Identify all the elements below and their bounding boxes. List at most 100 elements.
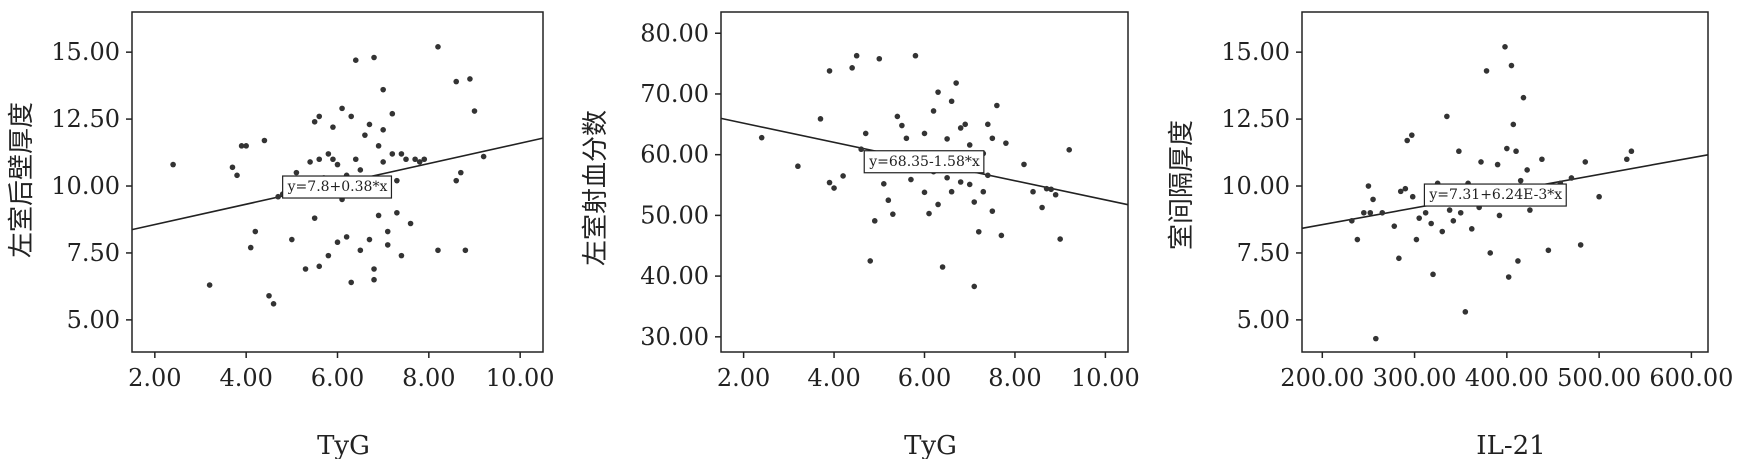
data-point — [1409, 193, 1416, 200]
data-point — [394, 177, 400, 184]
data-point — [944, 174, 950, 181]
data-point — [403, 156, 409, 163]
data-point — [758, 134, 765, 141]
data-point — [921, 189, 928, 196]
x-tick-label: 8.00 — [402, 364, 455, 392]
data-point — [1039, 204, 1045, 211]
x-tick-label: 8.00 — [988, 364, 1041, 392]
data-point — [1513, 148, 1519, 155]
data-point — [384, 242, 391, 248]
y-tick-label: 7.50 — [67, 239, 120, 267]
data-point — [966, 142, 973, 148]
data-point — [1527, 207, 1533, 213]
data-point — [311, 118, 318, 125]
data-point — [1066, 147, 1073, 153]
data-point — [1510, 121, 1517, 128]
data-point — [311, 215, 318, 221]
data-point — [371, 54, 377, 61]
data-point — [975, 228, 982, 235]
y-tick-label: 10.00 — [51, 172, 120, 200]
data-point — [989, 135, 996, 142]
data-point — [325, 151, 332, 157]
data-point — [1483, 68, 1490, 74]
data-point — [826, 68, 833, 74]
data-point — [881, 181, 887, 187]
y-tick-label: 70.00 — [640, 80, 709, 108]
x-tick-label: 400.00 — [1465, 364, 1549, 392]
data-point — [352, 57, 359, 63]
data-point — [384, 228, 391, 235]
y-tick-label: 7.50 — [1237, 239, 1290, 267]
data-point — [1409, 132, 1415, 138]
data-point — [998, 232, 1005, 239]
data-point — [849, 65, 855, 71]
data-point — [453, 177, 460, 184]
data-point — [1413, 236, 1420, 243]
data-point — [398, 252, 405, 259]
data-point — [1515, 258, 1521, 264]
data-point — [375, 212, 382, 219]
x-tick-label: 4.00 — [807, 364, 860, 392]
x-axis-label: TyG — [904, 431, 957, 459]
x-tick-label: 2.00 — [717, 364, 770, 392]
data-point — [293, 169, 300, 176]
data-point — [795, 163, 801, 170]
data-point — [394, 209, 400, 216]
data-point — [289, 236, 295, 243]
data-point — [939, 264, 946, 270]
y-tick-label: 12.50 — [1221, 105, 1290, 133]
x-axis-label: TyG — [317, 431, 370, 459]
regression-equation: y=68.35-1.58*x — [868, 154, 980, 170]
data-point — [1446, 207, 1453, 213]
y-axis-label: 室间隔厚度 — [1167, 120, 1197, 250]
equation-frame — [282, 175, 393, 199]
x-tick-label: 4.00 — [219, 364, 272, 392]
data-point — [1048, 186, 1054, 193]
data-point — [935, 201, 941, 208]
x-tick-label: 10.00 — [486, 364, 555, 392]
y-tick-label: 50.00 — [640, 201, 709, 229]
data-point — [375, 143, 382, 149]
data-point — [876, 55, 883, 62]
data-point — [1428, 220, 1434, 227]
data-point — [1430, 271, 1436, 278]
data-point — [1502, 44, 1508, 50]
y-tick-label: 12.50 — [51, 105, 120, 133]
regression-equation: y=7.31+6.24E-3*x — [1428, 187, 1562, 203]
data-point — [229, 164, 236, 171]
data-point — [435, 247, 441, 254]
data-point — [1397, 188, 1404, 195]
data-point — [343, 234, 350, 240]
equation-box: y=68.35-1.58*x — [863, 150, 985, 174]
y-axis-label: 左室后壁厚度 — [7, 102, 37, 258]
chart-panel-1: 2.00 4.00 6.00 8.00 10.00 5.00 7.50 10.00 12.50 1… — [7, 11, 555, 459]
data-point — [366, 236, 373, 243]
data-point — [817, 116, 824, 122]
data-point — [389, 110, 396, 117]
data-point — [840, 173, 846, 179]
data-point — [1052, 191, 1059, 198]
y-tick-label: 60.00 — [640, 141, 709, 169]
y-tick-label: 5.00 — [67, 306, 120, 334]
data-point — [985, 172, 991, 179]
data-point — [985, 121, 991, 128]
y-axis-label: 左室射血分数 — [581, 110, 611, 266]
data-point — [407, 220, 414, 227]
data-point — [458, 169, 464, 176]
y-tick-label: 30.00 — [640, 323, 709, 351]
data-point — [926, 210, 932, 217]
data-point — [334, 161, 341, 168]
data-point — [206, 282, 213, 288]
y-tick-label: 80.00 — [640, 19, 709, 47]
x-tick-label: 300.00 — [1373, 364, 1457, 392]
data-point — [1379, 209, 1386, 216]
data-point — [330, 124, 336, 130]
x-tick-label: 600.00 — [1649, 364, 1733, 392]
data-point — [962, 121, 968, 128]
data-point — [243, 143, 249, 149]
data-point — [435, 44, 441, 50]
data-point — [334, 239, 341, 246]
data-point — [826, 179, 833, 186]
data-point — [1505, 274, 1512, 280]
